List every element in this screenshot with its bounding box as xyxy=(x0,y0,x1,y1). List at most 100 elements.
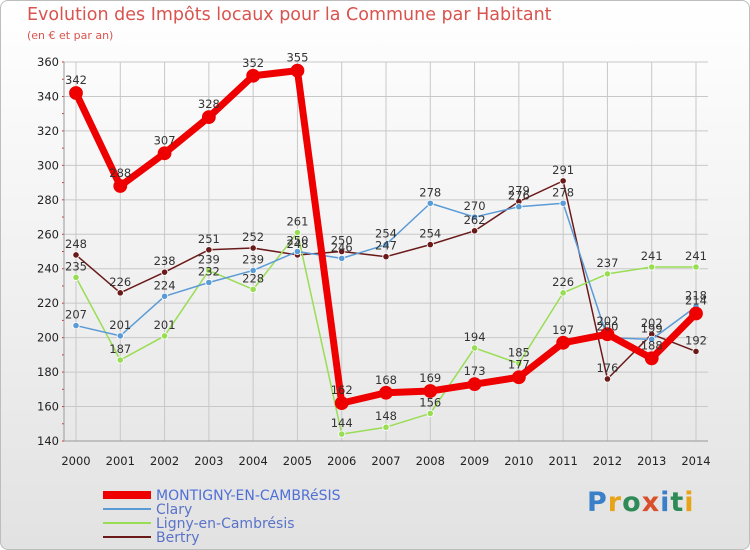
data-label-bertry: 279 xyxy=(508,184,530,198)
data-point-bertry xyxy=(116,289,124,297)
data-point-clary xyxy=(293,247,302,256)
x-tick-label: 2009 xyxy=(460,454,489,468)
data-point-bertry xyxy=(249,244,257,252)
data-point-ligny xyxy=(648,263,656,271)
data-point-montigny xyxy=(201,110,216,125)
data-label-clary: 218 xyxy=(685,289,707,303)
data-point-montigny xyxy=(423,384,438,398)
data-label-ligny: 194 xyxy=(464,330,486,344)
data-point-clary xyxy=(72,321,80,330)
data-point-bertry xyxy=(72,251,80,259)
data-label-bertry: 192 xyxy=(685,333,707,347)
data-point-clary xyxy=(160,292,169,300)
data-label-montigny: 173 xyxy=(464,364,486,378)
data-point-clary xyxy=(338,254,346,262)
data-label-bertry: 262 xyxy=(464,213,486,227)
x-tick-label: 2002 xyxy=(150,454,179,468)
proxiti-logo: Proxiti xyxy=(587,487,695,518)
data-label-ligny: 201 xyxy=(154,318,176,332)
data-label-clary: 200 xyxy=(596,320,618,334)
legend-label-ligny: Ligny-en-Cambrésis xyxy=(156,516,295,532)
data-point-bertry xyxy=(160,268,169,276)
x-tick-label: 2001 xyxy=(106,454,135,468)
y-tick-label: 200 xyxy=(37,331,59,345)
data-point-montigny xyxy=(600,327,615,342)
x-tick-label: 2003 xyxy=(194,454,223,468)
data-point-bertry xyxy=(470,227,479,235)
logo-letter: o xyxy=(622,487,642,518)
y-tick-label: 340 xyxy=(37,89,59,103)
data-label-montigny: 169 xyxy=(419,371,441,385)
data-point-clary xyxy=(116,332,124,340)
data-label-bertry: 252 xyxy=(242,230,264,244)
data-point-montigny xyxy=(689,306,703,321)
data-label-montigny: 288 xyxy=(109,166,131,180)
data-label-bertry: 176 xyxy=(596,361,618,375)
data-point-clary xyxy=(426,199,434,207)
data-label-ligny: 187 xyxy=(109,342,131,356)
y-tick-label: 320 xyxy=(37,124,59,138)
y-tick-label: 360 xyxy=(37,55,59,69)
grid-layer xyxy=(64,61,708,442)
data-label-montigny: 342 xyxy=(65,73,87,87)
data-point-ligny xyxy=(603,270,612,278)
data-label-ligny: 241 xyxy=(641,249,663,263)
data-label-montigny: 307 xyxy=(154,133,176,147)
legend-label-bertry: Bertry xyxy=(156,530,200,546)
data-label-bertry: 291 xyxy=(552,163,574,177)
data-label-montigny: 355 xyxy=(286,51,308,65)
data-label-bertry: 250 xyxy=(331,234,353,248)
data-label-ligny: 144 xyxy=(331,416,353,430)
y-tick-label: 260 xyxy=(37,227,59,241)
data-label-clary: 270 xyxy=(464,199,486,213)
data-point-clary xyxy=(470,213,479,221)
data-point-ligny xyxy=(249,285,257,293)
data-point-ligny xyxy=(382,423,390,431)
y-tick-label: 180 xyxy=(37,365,59,379)
data-point-bertry xyxy=(426,241,434,249)
data-point-bertry xyxy=(338,247,346,256)
logo-letter: t xyxy=(670,487,685,518)
x-tick-label: 2012 xyxy=(593,454,622,468)
data-label-bertry: 251 xyxy=(198,232,220,246)
data-label-ligny: 239 xyxy=(198,252,220,266)
data-point-bertry xyxy=(692,347,700,356)
logo-letter: P xyxy=(587,487,608,518)
x-tick-label: 2013 xyxy=(637,454,666,468)
data-point-bertry xyxy=(382,253,390,261)
data-label-ligny: 237 xyxy=(596,256,618,270)
legend: MONTIGNY-EN-CAMBRéSISClaryLigny-en-Cambr… xyxy=(103,488,341,546)
data-label-bertry: 248 xyxy=(65,237,87,251)
data-label-ligny: 185 xyxy=(508,345,530,359)
y-tick-label: 220 xyxy=(37,296,59,310)
data-label-ligny: 148 xyxy=(375,409,397,423)
data-point-montigny xyxy=(290,63,305,78)
data-point-clary xyxy=(559,199,567,207)
data-point-clary xyxy=(382,241,390,249)
y-tick-label: 280 xyxy=(37,193,59,207)
legend-label-montigny: MONTIGNY-EN-CAMBRéSIS xyxy=(156,488,341,504)
data-point-ligny xyxy=(515,359,523,368)
data-point-bertry xyxy=(603,375,612,383)
x-tick-label: 2008 xyxy=(416,454,445,468)
data-label-clary: 278 xyxy=(552,185,574,199)
y-tick-label: 160 xyxy=(37,400,59,414)
data-point-montigny xyxy=(246,68,261,83)
data-label-bertry: 254 xyxy=(419,227,441,241)
data-label-montigny: 214 xyxy=(685,294,707,308)
data-point-ligny xyxy=(692,263,700,271)
series-layer xyxy=(69,63,703,438)
data-point-montigny xyxy=(556,335,571,350)
data-label-ligny: 241 xyxy=(685,249,707,263)
data-point-ligny xyxy=(160,332,169,340)
data-point-montigny xyxy=(157,146,172,161)
data-point-ligny xyxy=(470,344,479,352)
data-label-clary: 239 xyxy=(242,252,264,266)
data-label-bertry: 238 xyxy=(154,254,176,268)
data-point-ligny xyxy=(293,228,302,237)
data-label-montigny: 188 xyxy=(641,338,663,352)
data-label-clary: 278 xyxy=(419,185,441,199)
data-point-bertry xyxy=(205,246,213,254)
